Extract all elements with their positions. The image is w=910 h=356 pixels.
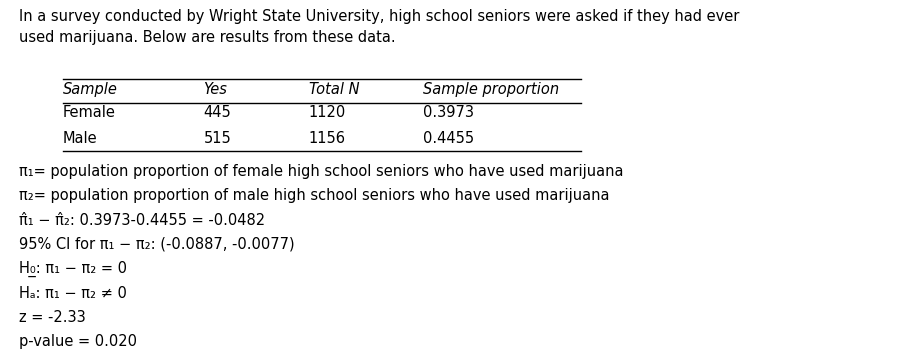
Text: Yes: Yes <box>203 82 228 97</box>
Text: Total N: Total N <box>308 82 359 97</box>
Text: Hₐ: π₁ − π₂ ≠ 0: Hₐ: π₁ − π₂ ≠ 0 <box>19 286 126 300</box>
Text: π̂₁ − π̂₂: 0.3973-0.4455 = -0.0482: π̂₁ − π̂₂: 0.3973-0.4455 = -0.0482 <box>19 213 265 227</box>
Text: Female: Female <box>63 105 116 120</box>
Text: 515: 515 <box>203 131 231 146</box>
Text: z = -2.33: z = -2.33 <box>19 310 86 325</box>
Text: In a survey conducted by Wright State University, high school seniors were asked: In a survey conducted by Wright State Un… <box>19 9 739 45</box>
Text: p-value = 0.020: p-value = 0.020 <box>19 334 136 349</box>
Text: H₀̲: π₁ − π₂ = 0: H₀̲: π₁ − π₂ = 0 <box>19 261 127 277</box>
Text: π₂= population proportion of male high school seniors who have used marijuana: π₂= population proportion of male high s… <box>19 188 610 203</box>
Text: Sample: Sample <box>63 82 117 97</box>
Text: 1156: 1156 <box>308 131 346 146</box>
Text: 0.3973: 0.3973 <box>423 105 474 120</box>
Text: 95% CI for π₁ − π₂: (-0.0887, -0.0077): 95% CI for π₁ − π₂: (-0.0887, -0.0077) <box>19 237 295 252</box>
Text: π₁= population proportion of female high school seniors who have used marijuana: π₁= population proportion of female high… <box>19 164 623 179</box>
Text: Sample proportion: Sample proportion <box>423 82 559 97</box>
Text: Male: Male <box>63 131 97 146</box>
Text: 0.4455: 0.4455 <box>423 131 474 146</box>
Text: 445: 445 <box>203 105 231 120</box>
Text: 1120: 1120 <box>308 105 346 120</box>
